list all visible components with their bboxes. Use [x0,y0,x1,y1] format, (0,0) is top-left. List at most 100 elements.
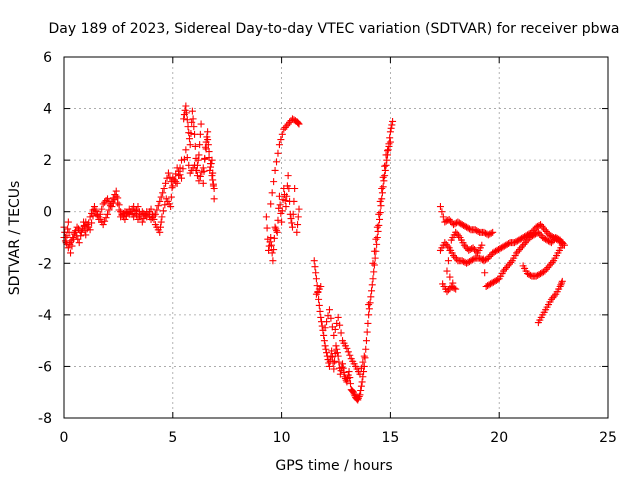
data-point [441,239,449,247]
data-point [527,233,535,241]
data-point [539,234,547,241]
data-point [151,210,159,218]
data-point [533,229,541,237]
data-point [447,217,455,225]
data-point [322,345,330,353]
data-point [366,299,374,307]
data-point [199,179,207,187]
data-point [476,254,484,262]
data-point [520,240,528,248]
data-point [493,246,501,254]
data-point [140,215,148,223]
data-point [467,257,475,265]
data-point [381,172,389,180]
data-point [317,282,325,290]
x-tick-label: 25 [599,430,617,446]
data-point [130,213,138,221]
data-point [173,179,181,187]
data-point [559,240,567,248]
y-tick-label: -2 [38,256,52,272]
data-point [330,331,338,339]
data-point [283,122,291,130]
data-point [156,197,164,205]
data-point [156,228,164,236]
data-point [197,120,205,128]
data-point [345,368,353,376]
data-point [312,269,320,277]
data-point [158,213,166,221]
data-point [133,206,141,214]
data-point [332,342,340,350]
data-point [386,128,394,136]
data-point [290,197,298,205]
data-point [312,275,320,283]
data-point [168,184,176,192]
data-point [334,352,342,360]
data-point [330,365,338,373]
data-point [275,192,283,200]
data-point [374,227,382,235]
data-point [489,249,497,257]
data-point [360,352,368,360]
data-point [335,358,343,366]
data-point [339,364,347,372]
data-point [552,234,560,241]
data-point [199,164,207,172]
data-point [494,276,502,284]
data-point [167,203,175,211]
data-point [294,213,302,221]
data-point [108,197,116,205]
data-point [458,221,466,229]
data-point [70,230,78,238]
data-point [365,311,373,319]
data-point [274,149,282,157]
grid-lines [64,57,608,418]
data-point [548,258,556,266]
data-point [489,278,497,286]
data-point [175,167,183,175]
data-point [463,223,471,231]
data-point [377,202,385,210]
data-point [513,249,521,257]
data-point [64,244,72,252]
data-point [484,231,492,239]
data-point [342,376,350,384]
data-point [270,246,278,254]
data-point [278,207,286,215]
data-point [541,267,549,275]
data-point [354,394,362,402]
data-point [541,226,549,234]
data-point [387,124,395,132]
data-point [486,280,494,288]
data-point [357,364,365,372]
data-point [191,142,199,150]
data-point [486,230,494,238]
data-point [329,359,337,367]
data-point [373,240,381,248]
data-point [115,201,123,209]
data-point [488,279,496,287]
data-point [325,306,333,314]
data-point [521,239,529,247]
data-point [111,191,119,199]
data-point [523,237,531,245]
data-point [328,347,336,355]
data-point [357,386,365,394]
data-point [529,232,537,240]
data-point [502,264,510,272]
data-point [379,173,387,181]
data-point [317,313,325,321]
data-point [380,177,388,185]
y-tick-label: -4 [38,308,52,324]
data-point [80,221,88,229]
data-point [114,194,122,202]
data-point [134,203,142,211]
data-point [369,259,377,267]
data-point [76,227,84,235]
data-point [389,117,397,125]
data-point [336,370,344,378]
data-point [270,178,278,186]
data-point [558,238,566,246]
data-point [491,277,499,285]
